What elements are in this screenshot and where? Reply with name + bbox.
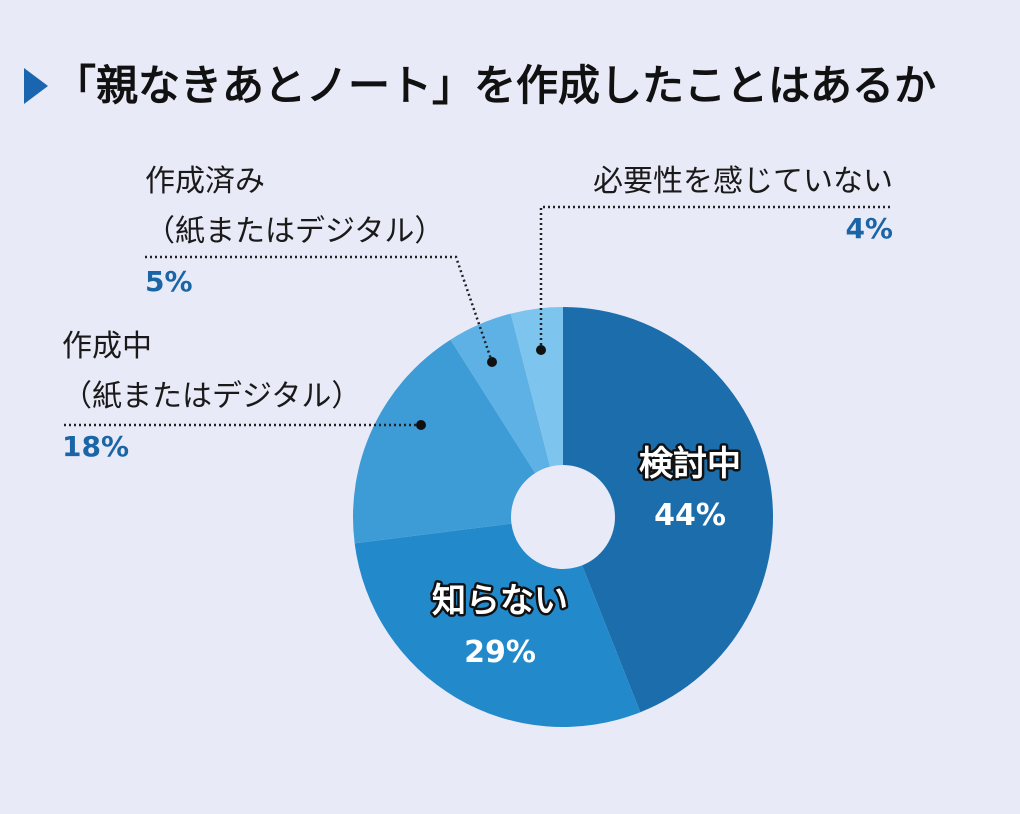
leader-dot bbox=[416, 420, 426, 430]
leader-dot bbox=[487, 357, 497, 367]
donut bbox=[353, 307, 774, 728]
leader-dot bbox=[536, 345, 546, 355]
value-label: 5% bbox=[145, 265, 193, 298]
slice-label: 必要性を感じていない bbox=[593, 164, 893, 199]
value-label: 29% bbox=[464, 635, 536, 670]
chart-title: 「親なきあとノート」を作成したことはあるか bbox=[54, 61, 936, 110]
slice bbox=[563, 307, 774, 713]
leader-line bbox=[145, 255, 494, 363]
value-label: 4% bbox=[845, 212, 893, 245]
leader-dots bbox=[416, 345, 546, 430]
slice bbox=[354, 523, 641, 728]
slice-label: 知らない bbox=[432, 581, 568, 621]
slice bbox=[353, 339, 536, 544]
slice-label: 作成中 （紙またはデジタル） bbox=[62, 329, 362, 414]
slice bbox=[510, 307, 563, 467]
leaders bbox=[62, 205, 893, 427]
title-marker bbox=[24, 68, 48, 104]
slice bbox=[450, 313, 551, 474]
value-label: 18% bbox=[62, 430, 130, 463]
value-label: 44% bbox=[654, 498, 726, 533]
slice-label: 作成済み （紙またはデジタル） bbox=[145, 164, 445, 249]
slice-label: 検討中 bbox=[639, 444, 741, 484]
